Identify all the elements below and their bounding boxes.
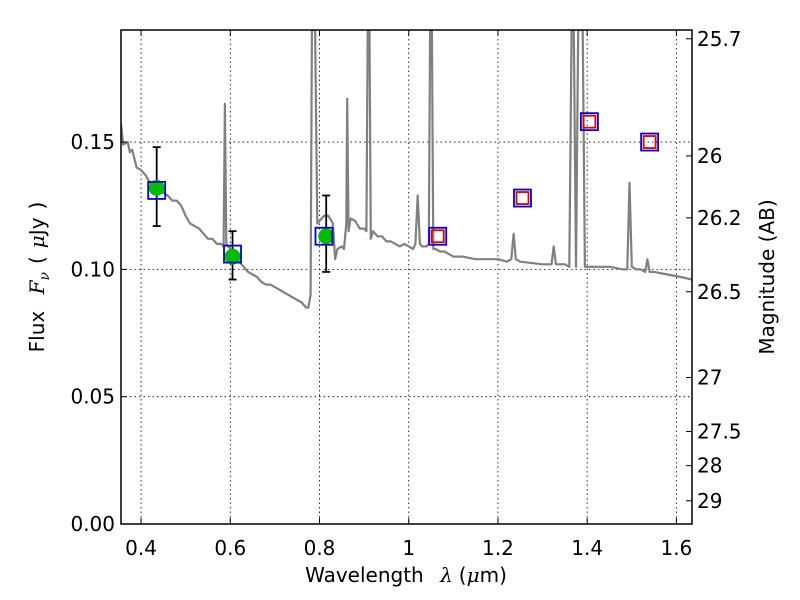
model-photometry-marker xyxy=(147,181,167,200)
x-label-symbol: λ xyxy=(439,563,453,587)
y-label-unit-open: ( xyxy=(25,256,49,264)
y2-tick-label: 26.2 xyxy=(697,206,742,230)
x-tick-label: 0.4 xyxy=(125,536,157,560)
y-tick-label: 0.00 xyxy=(70,512,115,536)
detection-point xyxy=(148,179,165,196)
model-photometry-marker xyxy=(513,188,532,208)
model-photometry-marker xyxy=(314,226,334,246)
model-photometry-marker xyxy=(640,132,660,152)
x-tick-label: 1.2 xyxy=(482,536,514,560)
y2-tick-label: 26.5 xyxy=(697,280,742,304)
detection-point xyxy=(318,228,335,245)
y-label-unit-rest: Jy xyxy=(25,217,49,237)
y-label-symbol: F xyxy=(25,279,49,295)
y2-tick-label: 27.5 xyxy=(697,420,742,444)
detection-point xyxy=(224,248,241,265)
y2-tick-label: 27 xyxy=(697,365,722,389)
y-tick-label: 0.05 xyxy=(70,385,115,409)
x-tick-label: 1.4 xyxy=(571,536,603,560)
y2-tick-label: 26 xyxy=(697,144,722,168)
x-tick-label: 0.8 xyxy=(304,536,336,560)
plot-frame xyxy=(120,29,693,525)
y2-tick-label: 28 xyxy=(697,454,722,478)
model-photometry-marker xyxy=(223,244,242,264)
y-label-prefix: Flux xyxy=(25,311,49,353)
model-photometry-marker xyxy=(579,112,599,132)
upper-limit-marker xyxy=(642,135,657,149)
upper-limit-marker xyxy=(430,229,445,244)
ticks: 0.4 0.6 0.8 1 1.2 1.4 1.6 0.00 0.05 0.10 0.15 25.7 2… xyxy=(70,27,741,560)
x-tick-label: 1.6 xyxy=(660,536,692,560)
upper-limit-marker xyxy=(582,114,597,129)
y-label-unit-close: ) xyxy=(25,202,49,210)
x-axis-label: Wavelength λ (μm) xyxy=(305,563,507,587)
y-tick-label: 0.15 xyxy=(70,130,115,154)
data-layer xyxy=(121,30,692,309)
y-label-subscript: ν xyxy=(37,272,53,281)
x-label-unit-rest: m) xyxy=(480,563,507,587)
y2-axis-label: Magnitude (AB) xyxy=(755,199,779,354)
y2-tick-label: 29 xyxy=(697,489,722,513)
sed-line xyxy=(121,30,692,309)
model-photometry-marker xyxy=(428,226,448,246)
y-axis-label: Flux Fν ( μJy) xyxy=(25,202,53,353)
y-tick-label: 0.10 xyxy=(70,257,115,281)
x-label-prefix: Wavelength xyxy=(305,563,424,587)
upper-limit-marker xyxy=(515,191,530,205)
x-label-unit-open: ( xyxy=(459,563,467,587)
x-tick-label: 0.6 xyxy=(214,536,246,560)
y2-tick-label: 25.7 xyxy=(697,27,742,51)
y-label-unit-mu: μ xyxy=(25,235,49,248)
x-tick-label: 1 xyxy=(402,536,415,560)
x-label-unit-mu: μ xyxy=(467,563,480,587)
